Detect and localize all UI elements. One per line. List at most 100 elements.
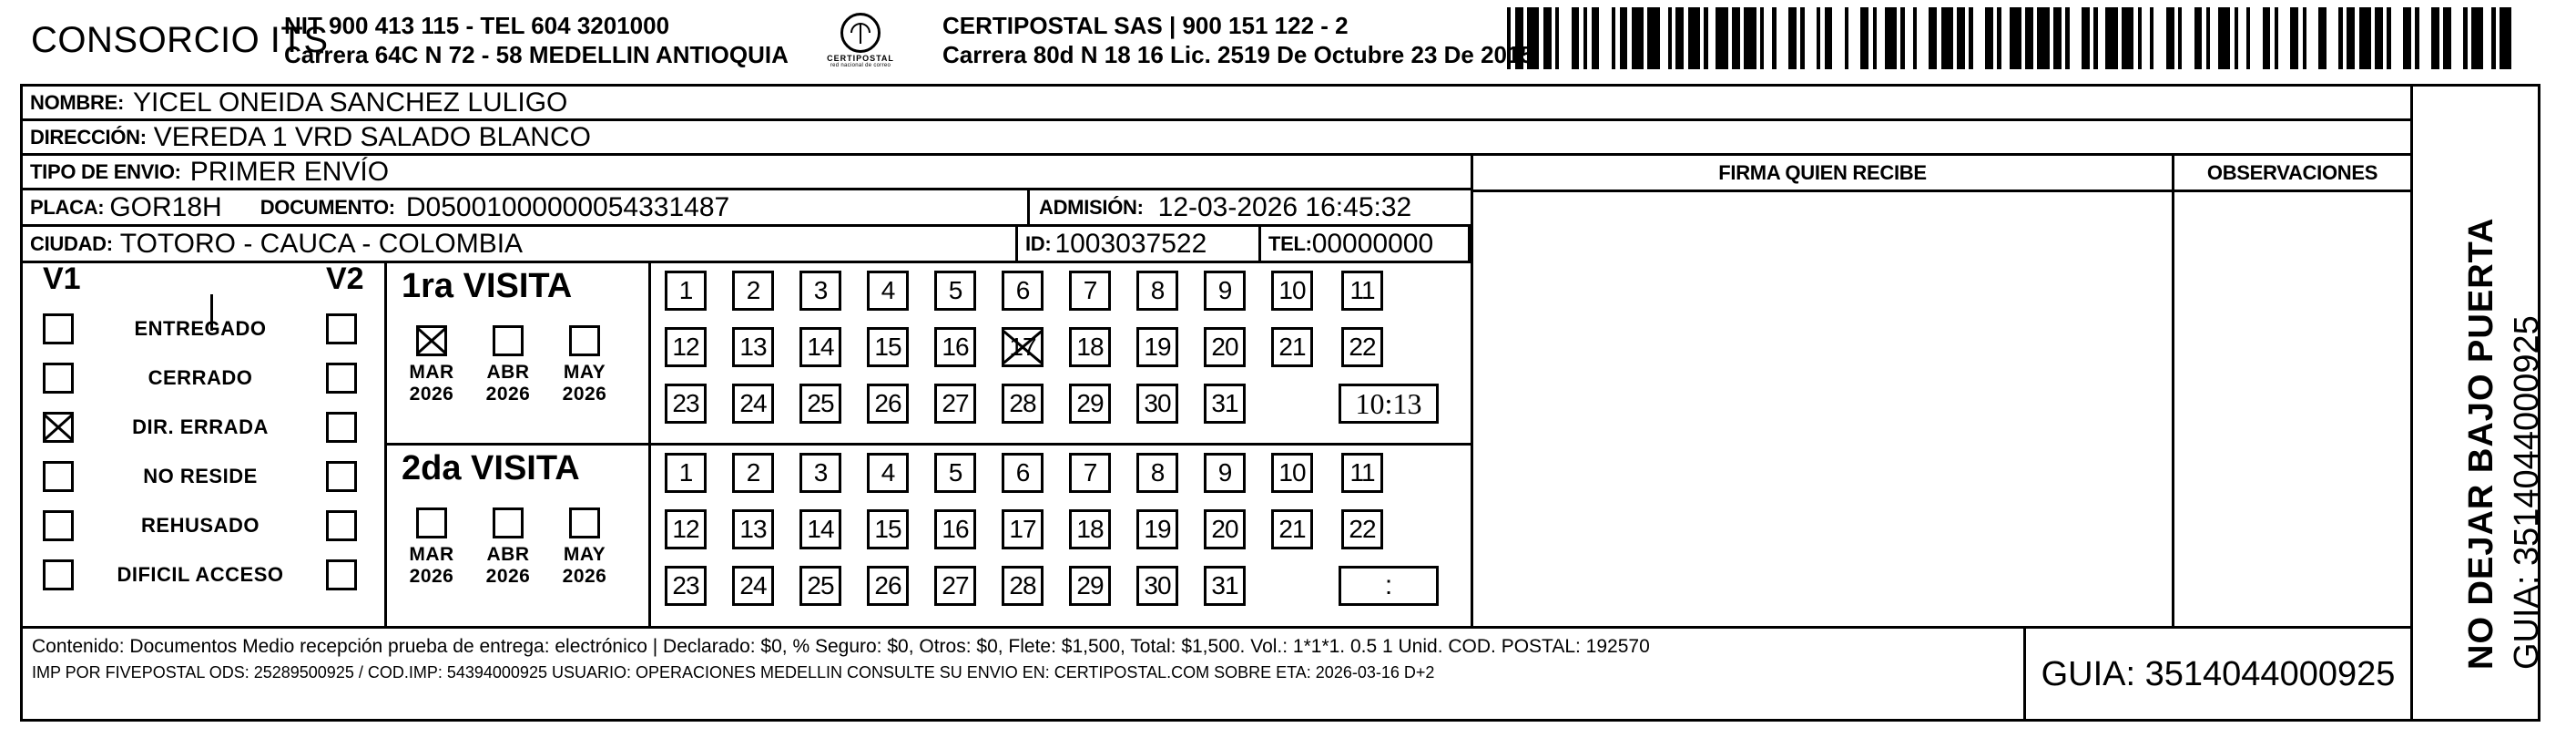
- day-cell-25[interactable]: 25: [799, 566, 841, 606]
- checkbox-v2-entregado[interactable]: [326, 313, 357, 344]
- checkbox-v1-dificil-acceso[interactable]: [43, 559, 74, 590]
- day-cell-28[interactable]: 28: [1002, 566, 1044, 606]
- barcode-bar: [2358, 7, 2371, 69]
- day-cell-13[interactable]: 13: [732, 327, 774, 367]
- day-cell-29[interactable]: 29: [1069, 566, 1111, 606]
- day-cell-11[interactable]: 11: [1341, 453, 1383, 493]
- day-cell-12[interactable]: 12: [665, 327, 707, 367]
- day-cell-1[interactable]: 1: [665, 453, 707, 493]
- barcode-bar: [2338, 7, 2343, 69]
- day-cell-19[interactable]: 19: [1136, 509, 1178, 549]
- day-cell-3[interactable]: 3: [799, 271, 841, 311]
- barcode-bar: [1514, 7, 1523, 69]
- barcode-bar: [2025, 7, 2034, 69]
- month-name: MAR: [409, 544, 454, 565]
- barcode-bar: [1732, 7, 1740, 69]
- day-cell-27[interactable]: 27: [934, 384, 976, 424]
- checkbox-month-may-visit1[interactable]: [569, 325, 600, 356]
- barcode-bar: [2210, 7, 2218, 69]
- day-cell-19[interactable]: 19: [1136, 327, 1178, 367]
- day-cell-25[interactable]: 25: [799, 384, 841, 424]
- day-cell-2[interactable]: 2: [732, 271, 774, 311]
- day-cell-8[interactable]: 8: [1136, 453, 1178, 493]
- day-cell-16[interactable]: 16: [934, 509, 976, 549]
- checkbox-month-abr-visit1[interactable]: [493, 325, 524, 356]
- day-cell-10[interactable]: 10: [1271, 271, 1313, 311]
- day-cell-16[interactable]: 16: [934, 327, 976, 367]
- barcode-bar: [2065, 7, 2070, 69]
- day-cell-14[interactable]: 14: [799, 509, 841, 549]
- day-cell-7[interactable]: 7: [1069, 453, 1111, 493]
- nombre-value: YICEL ONEIDA SANCHEZ LULIGO: [133, 87, 568, 118]
- day-cell-5[interactable]: 5: [934, 453, 976, 493]
- day-cell-24[interactable]: 24: [732, 566, 774, 606]
- day-cell-13[interactable]: 13: [732, 509, 774, 549]
- checkbox-v1-dir-errada[interactable]: [43, 412, 74, 443]
- day-cell-7[interactable]: 7: [1069, 271, 1111, 311]
- day-cell-14[interactable]: 14: [799, 327, 841, 367]
- day-cell-15[interactable]: 15: [867, 509, 909, 549]
- checkbox-month-may-visit2[interactable]: [569, 507, 600, 538]
- direccion-label: DIRECCIÓN:: [30, 125, 147, 149]
- day-cell-2[interactable]: 2: [732, 453, 774, 493]
- barcode-bar: [2218, 7, 2231, 69]
- day-cell-12[interactable]: 12: [665, 509, 707, 549]
- checkbox-v1-entregado[interactable]: [43, 313, 74, 344]
- visit-time-box[interactable]: :: [1339, 566, 1439, 606]
- day-cell-29[interactable]: 29: [1069, 384, 1111, 424]
- day-cell-5[interactable]: 5: [934, 271, 976, 311]
- day-cell-22[interactable]: 22: [1341, 509, 1383, 549]
- barcode-bar: [2499, 7, 2512, 69]
- day-cell-15[interactable]: 15: [867, 327, 909, 367]
- day-cell-17[interactable]: 17: [1002, 509, 1044, 549]
- checkbox-v2-rehusado[interactable]: [326, 510, 357, 541]
- day-cell-31[interactable]: 31: [1204, 384, 1246, 424]
- day-cell-10[interactable]: 10: [1271, 453, 1313, 493]
- checkbox-v1-cerrado[interactable]: [43, 363, 74, 394]
- day-cell-30[interactable]: 30: [1136, 566, 1178, 606]
- day-cell-18[interactable]: 18: [1069, 509, 1111, 549]
- day-cell-17[interactable]: 17: [1002, 327, 1044, 367]
- day-cell-6[interactable]: 6: [1002, 271, 1044, 311]
- day-cell-9[interactable]: 9: [1204, 271, 1246, 311]
- day-cell-6[interactable]: 6: [1002, 453, 1044, 493]
- checkbox-month-mar-visit2[interactable]: [416, 507, 447, 538]
- day-cell-23[interactable]: 23: [665, 566, 707, 606]
- checkbox-v2-cerrado[interactable]: [326, 363, 357, 394]
- day-cell-26[interactable]: 26: [867, 566, 909, 606]
- day-cell-1[interactable]: 1: [665, 271, 707, 311]
- day-cell-24[interactable]: 24: [732, 384, 774, 424]
- day-cell-20[interactable]: 20: [1204, 327, 1246, 367]
- barcode-bar: [2483, 7, 2491, 69]
- day-grid-visit-1: 1 2 3 4 5 6 7 8 9 10 11 12 13 14 15 16 17 18 19 20 21 22 23 24 2…: [651, 263, 1471, 446]
- checkbox-v2-dificil-acceso[interactable]: [326, 559, 357, 590]
- checkbox-v1-rehusado[interactable]: [43, 510, 74, 541]
- day-cell-21[interactable]: 21: [1271, 327, 1313, 367]
- checkbox-month-mar-visit1[interactable]: [416, 325, 447, 356]
- day-cell-8[interactable]: 8: [1136, 271, 1178, 311]
- barcode-bar: [1687, 7, 1700, 69]
- day-cell-9[interactable]: 9: [1204, 453, 1246, 493]
- day-cell-31[interactable]: 31: [1204, 566, 1246, 606]
- checkbox-v2-dir-errada[interactable]: [326, 412, 357, 443]
- day-cell-22[interactable]: 22: [1341, 327, 1383, 367]
- day-cell-20[interactable]: 20: [1204, 509, 1246, 549]
- day-cell-3[interactable]: 3: [799, 453, 841, 493]
- id-value: 1003037522: [1054, 228, 1207, 259]
- visit-time-box[interactable]: 10:13: [1339, 384, 1439, 424]
- day-cell-21[interactable]: 21: [1271, 509, 1313, 549]
- day-cell-30[interactable]: 30: [1136, 384, 1178, 424]
- day-cell-11[interactable]: 11: [1341, 271, 1383, 311]
- day-cell-18[interactable]: 18: [1069, 327, 1111, 367]
- checkbox-v2-no-reside[interactable]: [326, 461, 357, 492]
- day-cell-4[interactable]: 4: [867, 453, 909, 493]
- day-cell-26[interactable]: 26: [867, 384, 909, 424]
- day-cell-27[interactable]: 27: [934, 566, 976, 606]
- day-cell-4[interactable]: 4: [867, 271, 909, 311]
- observaciones-area[interactable]: [2172, 192, 2410, 629]
- firma-signature-area[interactable]: [1471, 192, 2172, 629]
- day-cell-28[interactable]: 28: [1002, 384, 1044, 424]
- checkbox-v1-no-reside[interactable]: [43, 461, 74, 492]
- checkbox-month-abr-visit2[interactable]: [493, 507, 524, 538]
- day-cell-23[interactable]: 23: [665, 384, 707, 424]
